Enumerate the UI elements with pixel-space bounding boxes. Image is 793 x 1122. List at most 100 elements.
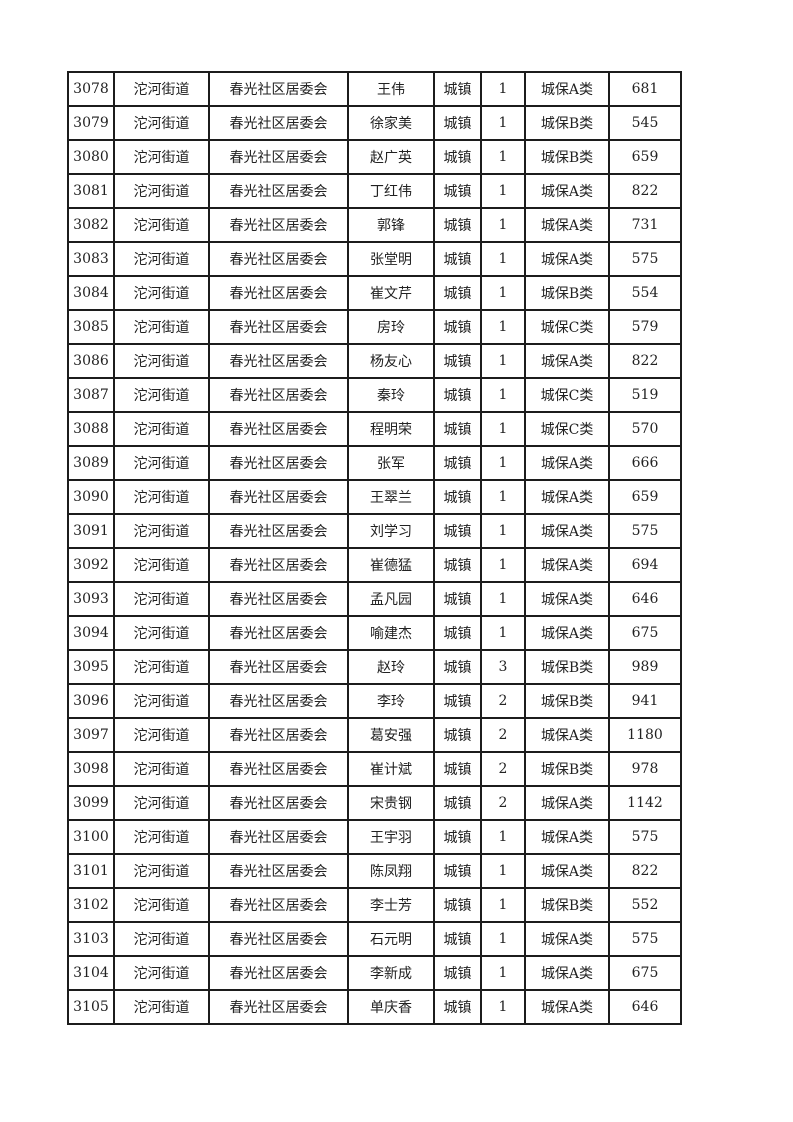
cell-committee: 春光社区居委会 [208,955,349,991]
table-row: 3088 沱河街道 春光社区居委会 程明荣 城镇 1 城保C类 570 [67,411,682,447]
table-row: 3103 沱河街道 春光社区居委会 石元明 城镇 1 城保A类 575 [67,921,682,957]
cell-person-name: 徐家美 [347,105,435,141]
table-row: 3099 沱河街道 春光社区居委会 宋贵钢 城镇 2 城保A类 1142 [67,785,682,821]
cell-person-count: 1 [480,411,526,447]
cell-serial-number: 3084 [67,275,115,311]
cell-residence-type: 城镇 [433,173,482,209]
cell-residence-type: 城镇 [433,955,482,991]
cell-person-count: 2 [480,751,526,787]
cell-amount: 675 [608,615,682,651]
cell-insurance-class: 城保C类 [524,377,610,413]
cell-insurance-class: 城保A类 [524,547,610,583]
cell-amount: 681 [608,71,682,107]
cell-person-name: 单庆香 [347,989,435,1025]
cell-residence-type: 城镇 [433,411,482,447]
cell-street: 沱河街道 [113,649,210,685]
cell-residence-type: 城镇 [433,377,482,413]
cell-amount: 731 [608,207,682,243]
table-row: 3092 沱河街道 春光社区居委会 崔德猛 城镇 1 城保A类 694 [67,547,682,583]
cell-insurance-class: 城保A类 [524,71,610,107]
cell-person-name: 崔计斌 [347,751,435,787]
cell-insurance-class: 城保B类 [524,887,610,923]
cell-amount: 579 [608,309,682,345]
cell-insurance-class: 城保B类 [524,751,610,787]
cell-insurance-class: 城保A类 [524,343,610,379]
cell-insurance-class: 城保A类 [524,445,610,481]
cell-residence-type: 城镇 [433,683,482,719]
table-row: 3089 沱河街道 春光社区居委会 张军 城镇 1 城保A类 666 [67,445,682,481]
cell-street: 沱河街道 [113,785,210,821]
cell-person-name: 宋贵钢 [347,785,435,821]
cell-residence-type: 城镇 [433,649,482,685]
cell-committee: 春光社区居委会 [208,921,349,957]
cell-amount: 666 [608,445,682,481]
cell-serial-number: 3089 [67,445,115,481]
cell-person-count: 1 [480,615,526,651]
cell-residence-type: 城镇 [433,105,482,141]
cell-person-count: 1 [480,105,526,141]
cell-serial-number: 3081 [67,173,115,209]
cell-amount: 575 [608,921,682,957]
table-row: 3080 沱河街道 春光社区居委会 赵广英 城镇 1 城保B类 659 [67,139,682,175]
cell-committee: 春光社区居委会 [208,683,349,719]
cell-serial-number: 3092 [67,547,115,583]
cell-amount: 575 [608,241,682,277]
cell-residence-type: 城镇 [433,853,482,889]
cell-insurance-class: 城保A类 [524,853,610,889]
cell-serial-number: 3085 [67,309,115,345]
cell-person-count: 1 [480,309,526,345]
cell-residence-type: 城镇 [433,989,482,1025]
cell-person-name: 赵玲 [347,649,435,685]
cell-insurance-class: 城保A类 [524,581,610,617]
cell-amount: 694 [608,547,682,583]
cell-street: 沱河街道 [113,411,210,447]
cell-serial-number: 3090 [67,479,115,515]
table-row: 3102 沱河街道 春光社区居委会 李士芳 城镇 1 城保B类 552 [67,887,682,923]
cell-person-name: 喻建杰 [347,615,435,651]
cell-person-name: 葛安强 [347,717,435,753]
cell-serial-number: 3104 [67,955,115,991]
cell-person-name: 李新成 [347,955,435,991]
cell-street: 沱河街道 [113,377,210,413]
cell-serial-number: 3101 [67,853,115,889]
table-row: 3084 沱河街道 春光社区居委会 崔文芹 城镇 1 城保B类 554 [67,275,682,311]
cell-serial-number: 3102 [67,887,115,923]
cell-residence-type: 城镇 [433,751,482,787]
cell-street: 沱河街道 [113,751,210,787]
cell-street: 沱河街道 [113,343,210,379]
cell-insurance-class: 城保A类 [524,819,610,855]
table-row: 3081 沱河街道 春光社区居委会 丁红伟 城镇 1 城保A类 822 [67,173,682,209]
table-row: 3086 沱河街道 春光社区居委会 杨友心 城镇 1 城保A类 822 [67,343,682,379]
cell-person-count: 1 [480,887,526,923]
cell-residence-type: 城镇 [433,445,482,481]
table-row: 3082 沱河街道 春光社区居委会 郭锋 城镇 1 城保A类 731 [67,207,682,243]
cell-insurance-class: 城保A类 [524,955,610,991]
cell-amount: 552 [608,887,682,923]
table-row: 3090 沱河街道 春光社区居委会 王翠兰 城镇 1 城保A类 659 [67,479,682,515]
table-row: 3100 沱河街道 春光社区居委会 王宇羽 城镇 1 城保A类 575 [67,819,682,855]
table-row: 3104 沱河街道 春光社区居委会 李新成 城镇 1 城保A类 675 [67,955,682,991]
cell-serial-number: 3078 [67,71,115,107]
cell-amount: 675 [608,955,682,991]
cell-person-name: 房玲 [347,309,435,345]
cell-committee: 春光社区居委会 [208,547,349,583]
cell-amount: 519 [608,377,682,413]
cell-residence-type: 城镇 [433,547,482,583]
cell-person-name: 李玲 [347,683,435,719]
cell-committee: 春光社区居委会 [208,513,349,549]
cell-amount: 646 [608,581,682,617]
cell-insurance-class: 城保B类 [524,139,610,175]
cell-street: 沱河街道 [113,71,210,107]
cell-committee: 春光社区居委会 [208,989,349,1025]
cell-person-name: 石元明 [347,921,435,957]
table-row: 3083 沱河街道 春光社区居委会 张堂明 城镇 1 城保A类 575 [67,241,682,277]
cell-residence-type: 城镇 [433,717,482,753]
cell-amount: 989 [608,649,682,685]
cell-street: 沱河街道 [113,207,210,243]
cell-residence-type: 城镇 [433,887,482,923]
cell-person-count: 3 [480,649,526,685]
cell-committee: 春光社区居委会 [208,649,349,685]
cell-committee: 春光社区居委会 [208,411,349,447]
cell-serial-number: 3095 [67,649,115,685]
